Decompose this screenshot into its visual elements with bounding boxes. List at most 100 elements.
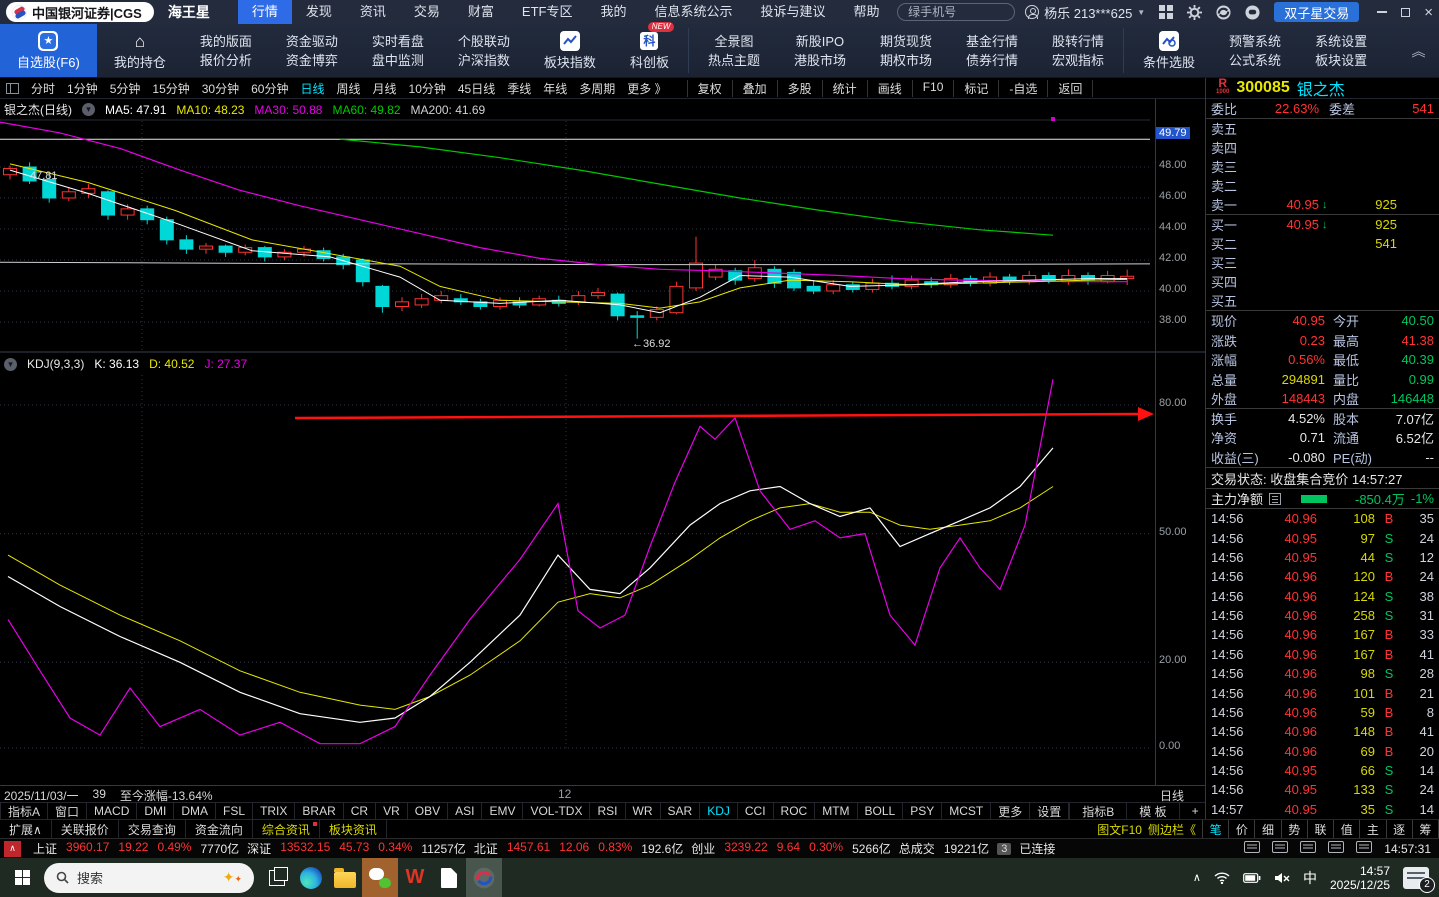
minimize-button[interactable] [1377,11,1388,13]
indicator-SAR[interactable]: SAR [661,803,701,819]
period-日线[interactable]: 日线 [300,81,325,96]
indicator-KDJ[interactable]: KDJ [700,803,738,819]
indicator-BRAR[interactable]: BRAR [295,803,344,819]
chat-icon[interactable] [1245,4,1260,20]
bottom-tab-扩展∧[interactable]: 扩展∧ [0,820,52,838]
alarm-icon[interactable] [1356,841,1373,856]
panel-tab-主[interactable]: 主 [1360,820,1387,838]
restore-button[interactable] [1401,7,1411,17]
ribbon-item-实时看盘[interactable]: 实时看盘 盘中监测 [371,33,424,68]
period-周线[interactable]: 周线 [336,81,361,96]
menu-item-交易[interactable]: 交易 [413,4,440,19]
chart-icon[interactable] [1300,841,1317,856]
ribbon-item-板块指数[interactable]: 板块指数 [527,24,613,77]
tick-row[interactable]: 14:56 40.96 59 B 8 [1211,704,1434,720]
tick-row[interactable]: 14:56 40.96 98 S 28 [1211,666,1434,682]
indicator-group-指标A[interactable]: 指标A [0,803,49,819]
menu-item-财富[interactable]: 财富 [467,4,494,19]
indicator-CCI[interactable]: CCI [738,803,774,819]
taskbar-search[interactable]: 搜索 ✦✦ [44,862,254,893]
bottom-tab-交易查询[interactable]: 交易查询 [119,820,186,838]
document-app-button[interactable] [432,858,466,897]
ribbon-item-基金行情[interactable]: 基金行情 债券行情 [966,33,1019,68]
title-search-input[interactable]: 绿手机号 [897,3,1016,21]
bottom-tab-综合资讯[interactable]: 综合资讯 [253,820,320,838]
index-北证[interactable]: 北证 1457.61 12.06 0.83% 192.6亿 [473,840,684,856]
ribbon-item-股转行情[interactable]: 股转行情 宏观指标 [1052,33,1105,68]
wifi-icon[interactable] [1214,871,1230,884]
ribbon-item-科创板[interactable]: 科 NEW 科创板 [613,22,686,77]
ribbon-item-个股联动[interactable]: 个股联动 沪深指数 [457,33,510,68]
galaxy-small-icon[interactable] [1216,4,1231,20]
menu-item-资讯[interactable]: 资讯 [359,4,386,19]
indicator-TRIX[interactable]: TRIX [253,803,296,819]
ribbon-item-我的持仓[interactable]: ⌂ 我的持仓 [97,24,183,77]
close-button[interactable]: × [1424,3,1433,21]
bid-level-买五[interactable]: 买五 [1211,294,1238,309]
menu-item-发现[interactable]: 发现 [305,4,332,19]
tick-row[interactable]: 14:56 40.95 66 S 14 [1211,763,1434,779]
indicator-OBV[interactable]: OBV [408,803,449,819]
indicator-ASI[interactable]: ASI [448,803,483,819]
menu-item-投诉与建议[interactable]: 投诉与建议 [760,4,826,19]
indicator-BOLL[interactable]: BOLL [858,803,904,819]
period-1分钟[interactable]: 1分钟 [67,81,98,96]
chart-tool-统计[interactable]: 统计 [821,79,867,97]
twin-star-trade-button[interactable]: 双子星交易 [1274,2,1360,22]
tick-row[interactable]: 14:57 40.95 35 S 14 [1211,801,1434,817]
ask-level-卖五[interactable]: 卖五 [1211,122,1238,137]
indicator-right-模 板[interactable]: 模 板 [1126,803,1178,819]
panel-tab-笔[interactable]: 笔 [1203,820,1230,838]
indicator-MACD[interactable]: MACD [87,803,138,819]
panel-tab-逐[interactable]: 逐 [1387,820,1413,838]
indicator-right-+[interactable]: + [1178,803,1211,819]
panel-tab-筹[interactable]: 筹 [1413,820,1439,838]
index-上证[interactable]: 上证 3960.17 19.22 0.49% 7770亿 [33,840,240,856]
panel-tab-细[interactable]: 细 [1255,820,1282,838]
tick-row[interactable]: 14:56 40.96 167 B 33 [1211,627,1434,643]
period-季线[interactable]: 季线 [507,81,532,96]
notification-center-button[interactable]: 2 [1403,866,1435,893]
collapse-icon[interactable]: ▾ [4,357,17,371]
panel-tab-值[interactable]: 值 [1334,820,1361,838]
wechat-button[interactable] [362,858,398,897]
indicator-EMV[interactable]: EMV [482,803,524,819]
tick-row[interactable]: 14:56 40.96 69 B 20 [1211,743,1434,759]
indicator-DMI[interactable]: DMI [137,803,175,819]
ask-level-卖四[interactable]: 卖四 [1211,141,1238,156]
user-account[interactable]: 杨乐 213***625 ▼ [1025,3,1145,22]
bottom-tab-关联报价[interactable]: 关联报价 [52,820,119,838]
ribbon-item-期货现货[interactable]: 期货现货 期权市场 [879,33,932,68]
indicator-FSL[interactable]: FSL [216,803,254,819]
period-月线[interactable]: 月线 [372,81,397,96]
period-10分钟[interactable]: 10分钟 [408,81,446,96]
expand-status-button[interactable]: ∧ [4,840,21,857]
ribbon-item-我的版面[interactable]: 我的版面 报价分析 [199,33,252,68]
indicator-更多[interactable]: 更多 [991,803,1031,819]
period-分时[interactable]: 分时 [31,81,56,96]
indicator-MTM[interactable]: MTM [815,803,858,819]
index-创业[interactable]: 创业 3239.22 9.64 0.30% 5266亿 [691,840,891,856]
panel-tab-联[interactable]: 联 [1308,820,1335,838]
indicator-设置[interactable]: 设置 [1030,803,1070,819]
indicator-WR[interactable]: WR [626,803,661,819]
ime-indicator[interactable]: 中 [1302,869,1317,886]
menu-item-信息系统公示[interactable]: 信息系统公示 [654,4,733,19]
ribbon-item-系统设置[interactable]: 系统设置 板块设置 [1315,33,1368,68]
ribbon-item-资金驱动[interactable]: 资金驱动 资金博弈 [285,33,338,68]
bottom-tab-板块资讯[interactable]: 板块资讯 [320,820,387,838]
chart-tool-标记[interactable]: 标记 [953,79,998,97]
ribbon-item-预警系统[interactable]: 预警系统 公式系统 [1229,33,1282,68]
ask-level-卖一[interactable]: 卖一 40.95 ↓ 925 [1211,197,1397,213]
gear-icon[interactable] [1187,4,1203,20]
indicator-VR[interactable]: VR [376,803,408,819]
taskbar-clock[interactable]: 14:57 2025/12/25 [1329,863,1390,892]
menu-item-帮助[interactable]: 帮助 [853,4,880,19]
tick-row[interactable]: 14:56 40.96 120 B 24 [1211,569,1434,585]
menu-item-ETF专区[interactable]: ETF专区 [521,4,573,19]
ribbon-collapse-button[interactable]: 《 [1410,43,1426,58]
keyboard-icon[interactable] [1272,841,1289,856]
tick-row[interactable]: 14:56 40.95 97 S 24 [1211,530,1434,546]
tick-row[interactable]: 14:56 40.96 101 B 21 [1211,685,1434,701]
side-tool-侧边栏《[interactable]: 侧边栏《 [1147,822,1196,837]
